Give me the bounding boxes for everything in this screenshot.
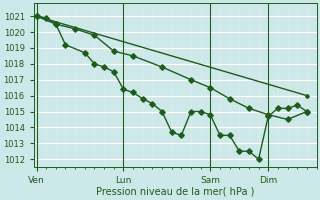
X-axis label: Pression niveau de la mer( hPa ): Pression niveau de la mer( hPa ) xyxy=(96,187,254,197)
